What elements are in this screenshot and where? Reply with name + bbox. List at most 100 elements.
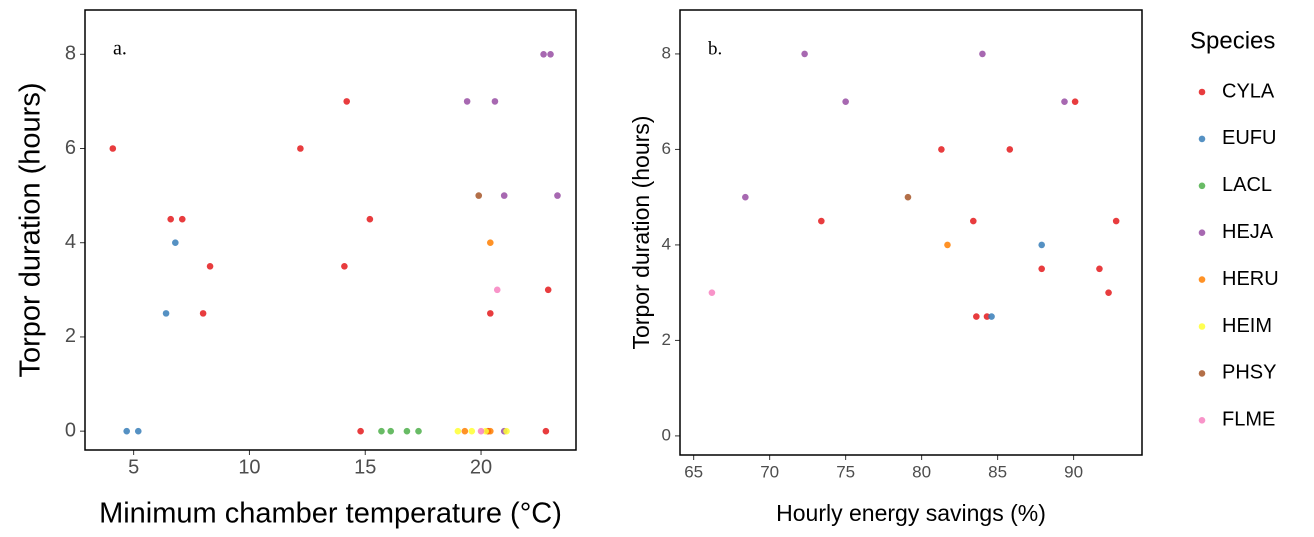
point [178,215,186,223]
legend-swatch [1198,276,1206,283]
point [109,145,117,152]
y-tick-label: 2 [662,330,671,349]
y-tick-label: 4 [662,234,671,253]
point [482,427,489,435]
legend-label: EUFU [1222,127,1276,149]
x-tick-label: 15 [354,456,376,478]
point [461,427,469,435]
x-tick-label: 80 [912,462,931,481]
legend-swatch [1198,370,1206,377]
y-axis-title: Torpor duration (hours) [15,83,47,378]
point [1038,241,1045,249]
x-tick-label: 85 [988,462,1007,481]
point [123,427,130,435]
y-tick-label: 8 [662,43,671,62]
point [554,192,561,199]
legend-swatch [1198,182,1206,190]
x-axis-title: Hourly energy savings (%) [776,500,1046,526]
point [801,50,808,58]
point [1006,146,1014,153]
legend-label: HERU [1222,268,1279,290]
point [979,50,986,58]
panel-label: b. [708,38,722,59]
point [487,310,494,317]
legend-label: PHSY [1222,362,1276,384]
point [973,313,980,320]
point [1105,289,1112,296]
x-tick-label: 75 [836,462,855,481]
point [904,193,912,201]
point [503,427,510,435]
x-tick-label: 90 [1064,462,1083,481]
legend-label: FLME [1222,409,1275,431]
legend-label: CYLA [1222,80,1275,102]
point [357,427,364,435]
point [983,313,991,320]
legend-swatch [1198,417,1206,424]
point [454,427,462,435]
point [206,262,214,270]
point [708,289,716,296]
legend-swatch [1198,229,1206,236]
point [818,217,825,225]
point [199,310,207,317]
point [387,427,395,435]
point [297,145,304,152]
legend-swatch [1198,135,1206,143]
x-tick-label: 10 [238,456,260,478]
plot-border [84,9,577,451]
point [988,313,995,320]
legend-title: Species [1190,27,1275,54]
y-tick-label: 8 [65,43,76,65]
point [134,427,142,435]
y-axis-title: Torpor duration (hours) [628,116,654,350]
x-tick-label: 5 [128,456,139,478]
point [500,192,508,199]
point [487,239,494,247]
point [415,427,422,435]
legend-swatch [1198,323,1206,330]
point [475,192,483,199]
point [540,50,547,58]
point [547,50,554,58]
y-tick-label: 0 [662,425,671,444]
point [1038,265,1045,273]
point [491,98,499,105]
plot-border [679,9,1143,456]
point [403,427,411,435]
point [172,239,179,247]
y-tick-label: 2 [65,325,76,347]
x-axis-title: Minimum chamber temperature (°C) [99,498,562,530]
x-tick-label: 20 [470,456,492,478]
point [468,427,476,435]
point [477,427,485,435]
y-tick-label: 6 [65,137,76,159]
point [938,146,945,153]
point [463,98,471,105]
y-tick-label: 4 [65,231,76,253]
x-tick-label: 70 [760,462,779,481]
point [1112,217,1120,225]
legend-label: HEIM [1222,315,1272,337]
point [742,193,749,201]
point [487,427,494,435]
point [366,215,374,223]
point [842,98,849,105]
point [162,310,170,317]
point [970,217,977,225]
point [378,427,385,435]
point [944,241,951,249]
point [1071,98,1079,105]
point [1096,265,1103,273]
y-tick-label: 6 [662,139,671,158]
point [493,286,501,294]
y-tick-label: 0 [65,419,76,441]
point [542,427,550,435]
point [343,98,351,105]
legend-swatch [1198,88,1206,96]
x-tick-label: 65 [684,462,703,481]
point [1061,98,1068,105]
panel-label: a. [113,38,127,60]
point [167,215,174,223]
